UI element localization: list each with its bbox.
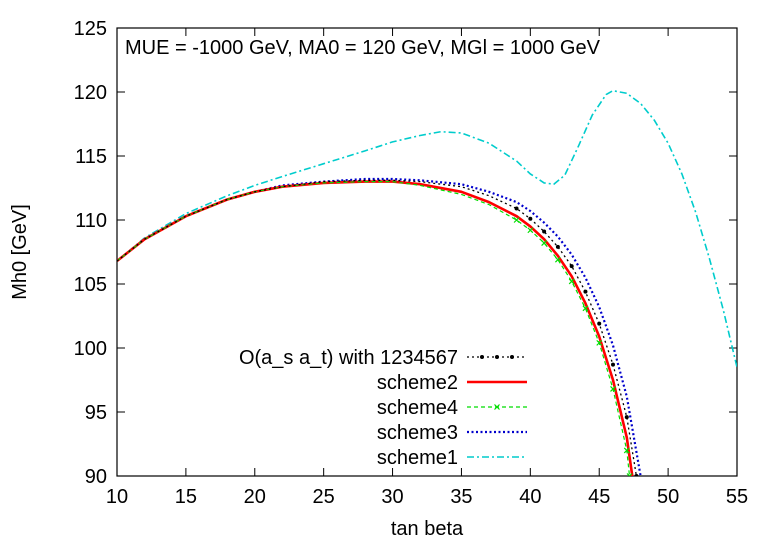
legend-marker bbox=[480, 355, 484, 359]
data-point bbox=[626, 473, 633, 476]
data-point bbox=[541, 240, 548, 246]
x-tick-label: 30 bbox=[381, 486, 403, 508]
legend: O(a_s a_t) with 1234567 scheme2 scheme4 sch… bbox=[239, 347, 527, 469]
y-tick-label: 105 bbox=[74, 274, 107, 296]
data-point bbox=[582, 305, 589, 312]
data-point bbox=[596, 339, 603, 346]
series-line-oas bbox=[117, 179, 638, 476]
x-tick-label: 45 bbox=[588, 486, 610, 508]
y-tick-label: 100 bbox=[74, 338, 107, 360]
legend-marker bbox=[494, 404, 500, 410]
legend-label: scheme4 bbox=[377, 397, 458, 419]
series-line-scheme2 bbox=[117, 180, 634, 476]
x-axis-label: tan beta bbox=[391, 518, 464, 540]
data-point bbox=[583, 289, 588, 294]
y-tick-label: 95 bbox=[85, 402, 107, 424]
x-tick-label: 40 bbox=[519, 486, 541, 508]
legend-label: scheme2 bbox=[377, 372, 458, 394]
x-tick-label: 55 bbox=[726, 486, 748, 508]
plot-frame bbox=[116, 27, 738, 477]
legend-label: scheme1 bbox=[377, 447, 458, 469]
data-point bbox=[542, 229, 547, 234]
data-point bbox=[528, 216, 533, 221]
x-tick-label: 20 bbox=[244, 486, 266, 508]
x-tick-label: 50 bbox=[657, 486, 679, 508]
x-tick-label: 15 bbox=[175, 486, 197, 508]
legend-marker bbox=[510, 355, 514, 359]
x-tick-label: 35 bbox=[450, 486, 472, 508]
y-tick-label: 110 bbox=[75, 210, 107, 232]
data-point bbox=[568, 278, 575, 285]
data-point bbox=[597, 321, 602, 326]
series-line-scheme1 bbox=[117, 89, 737, 368]
data-point bbox=[634, 474, 639, 476]
series-line-scheme4 bbox=[117, 181, 631, 476]
annotation-text: MUE = -1000 GeV, MA0 = 120 GeV, MGl = 10… bbox=[125, 37, 601, 59]
data-point bbox=[623, 447, 630, 454]
legend-label: O(a_s a_t) with 1234567 bbox=[239, 347, 458, 369]
data-point bbox=[569, 264, 574, 269]
y-tick-label: 120 bbox=[74, 82, 107, 104]
y-axis-label: Mh0 [GeV] bbox=[9, 204, 31, 300]
y-tick-label: 90 bbox=[85, 466, 107, 488]
y-tick-label: 125 bbox=[74, 18, 107, 40]
data-point bbox=[514, 206, 519, 211]
data-point bbox=[610, 386, 616, 392]
data-point bbox=[554, 256, 561, 263]
legend-marker bbox=[495, 355, 499, 359]
data-point bbox=[513, 217, 520, 223]
legend-label: scheme3 bbox=[377, 422, 458, 444]
data-point bbox=[527, 227, 534, 234]
x-tick-label: 25 bbox=[313, 486, 335, 508]
data-point bbox=[624, 415, 629, 420]
data-point bbox=[555, 244, 560, 249]
y-tick-label: 115 bbox=[75, 146, 107, 168]
data-point bbox=[611, 362, 615, 367]
x-tick-label: 10 bbox=[106, 486, 128, 508]
